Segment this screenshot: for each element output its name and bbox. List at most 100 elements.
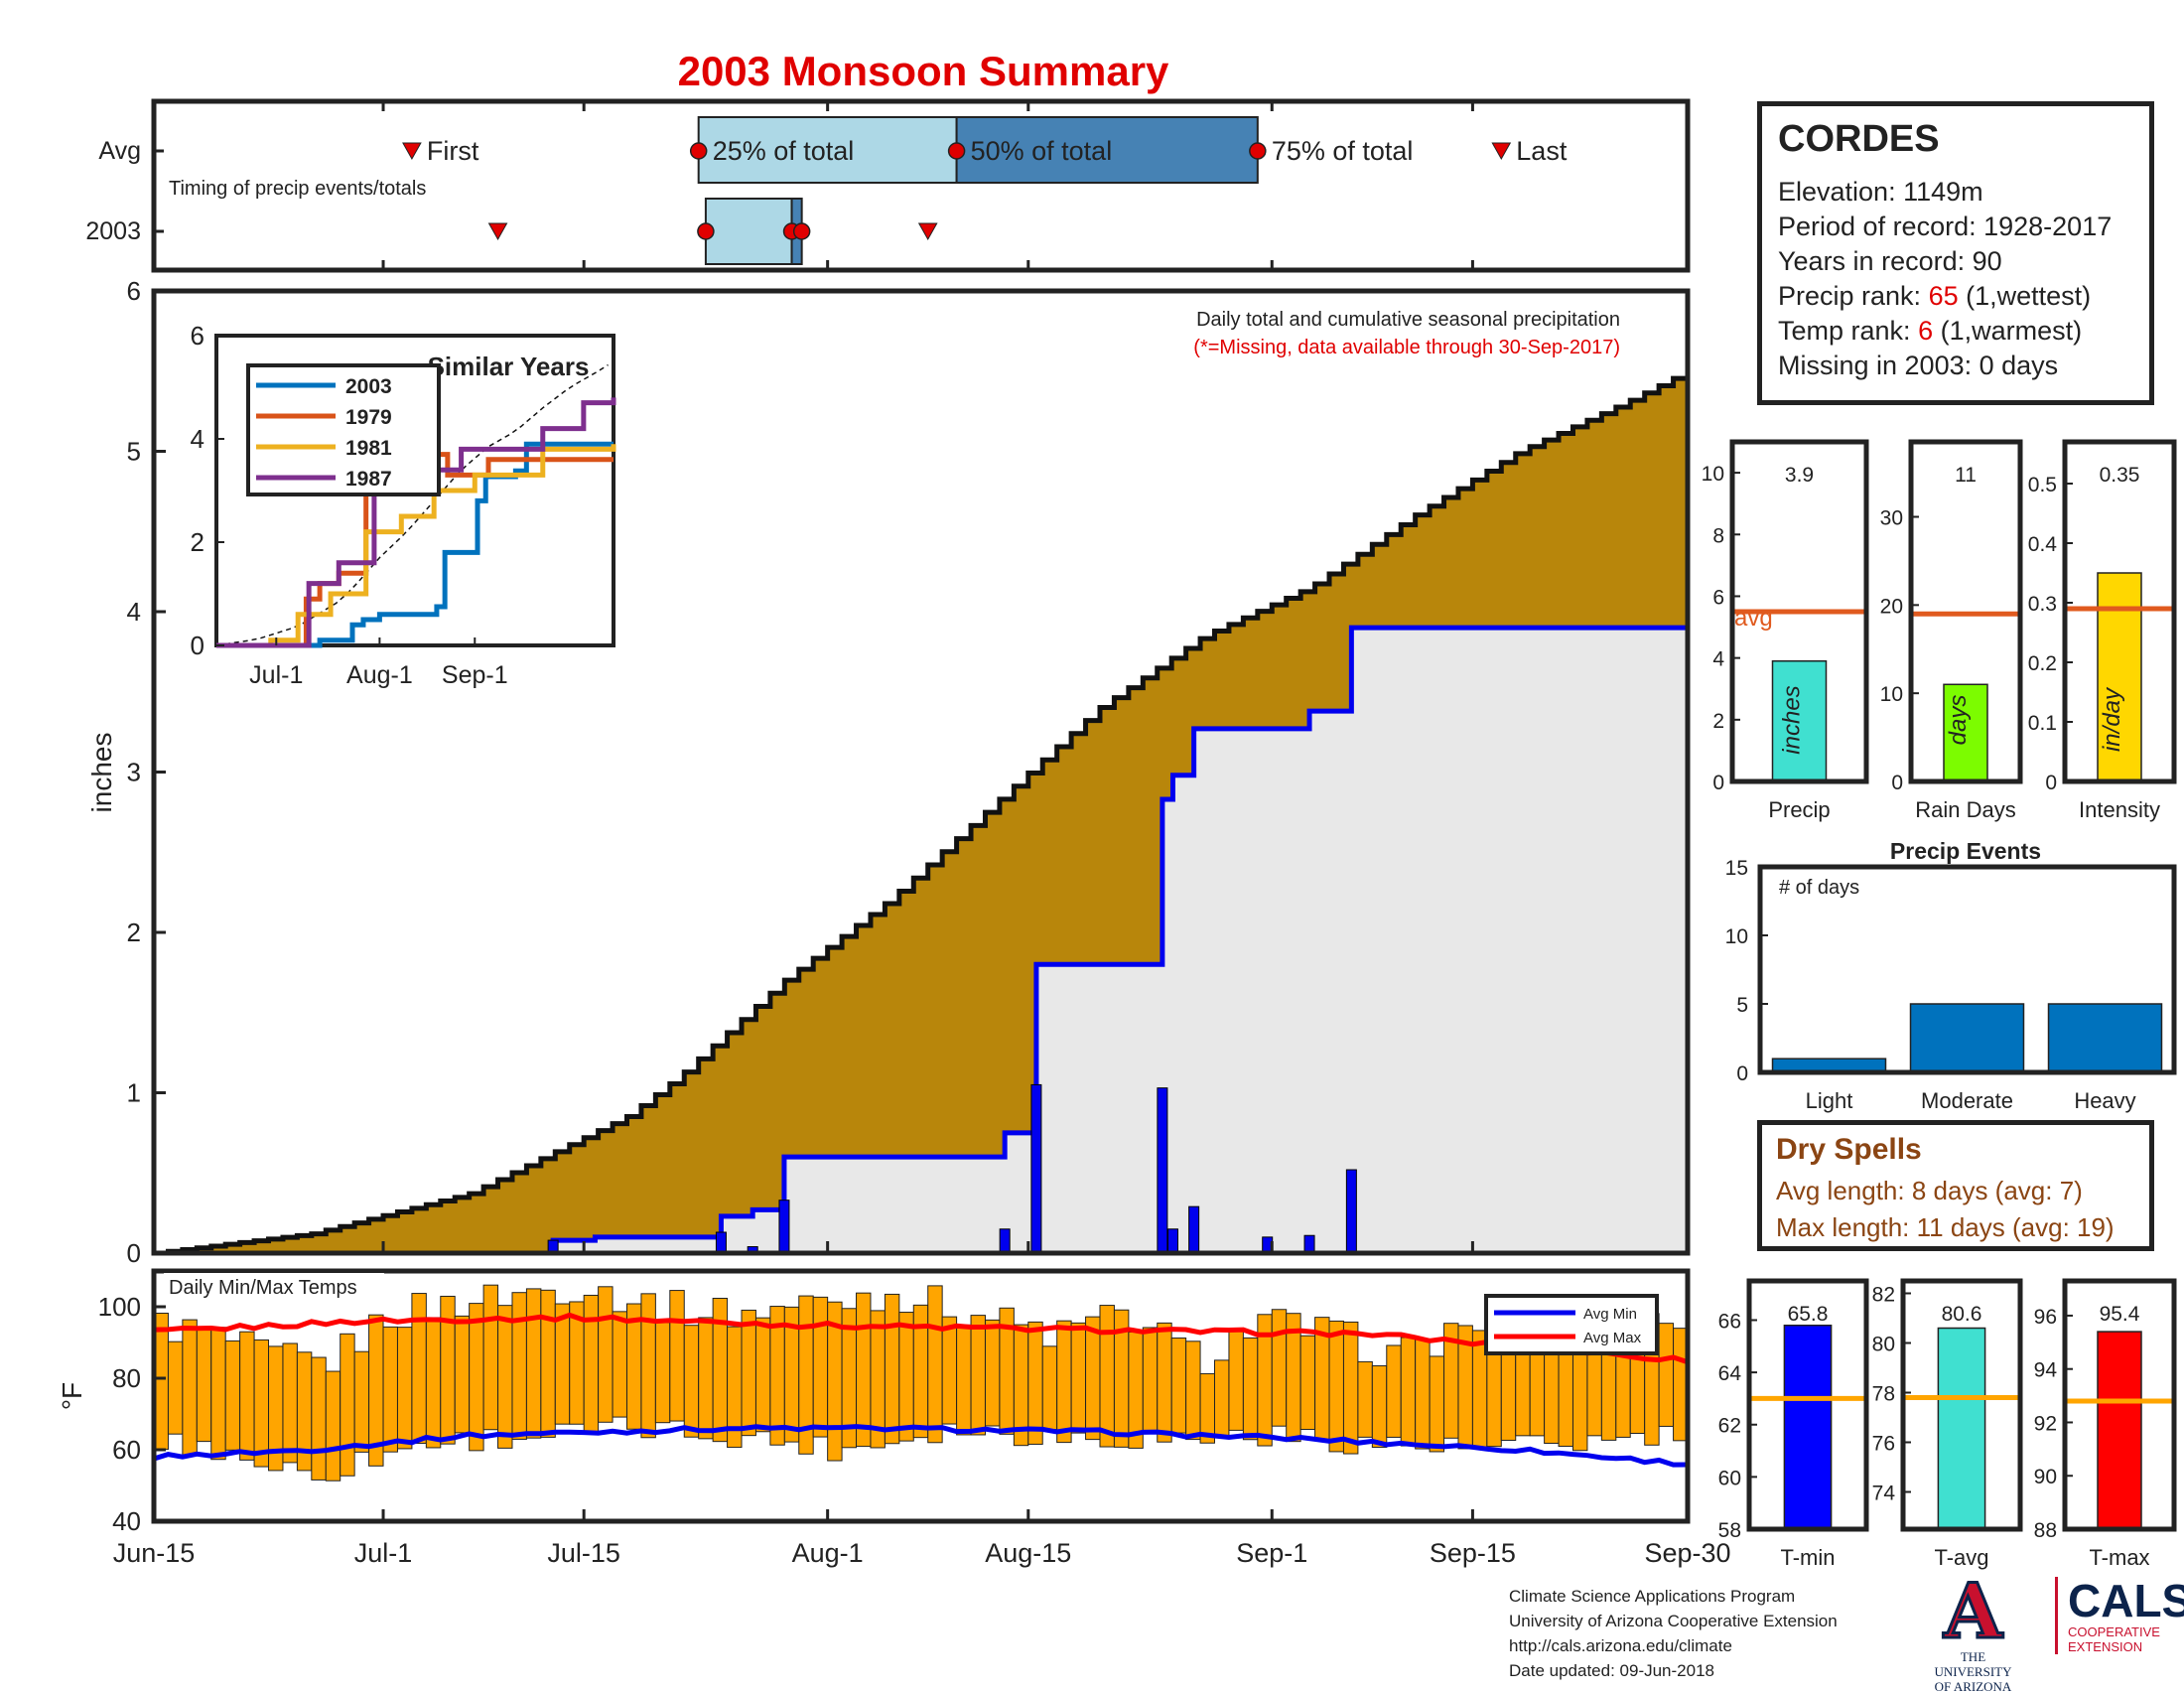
daily-temp-bar [411,1293,427,1445]
inset-y-tick-label: 6 [191,321,205,351]
avg-first-label: First [427,136,479,166]
daily-temp-bar [898,1312,914,1442]
daily-temp-bar [253,1339,270,1468]
temps-y-tick-label: 100 [98,1292,141,1322]
tmax-panel-axis-label: T-max [2089,1545,2149,1570]
daily-temp-bar [1386,1344,1402,1438]
daily-temp-bar [927,1285,943,1444]
daily-precip-bar [999,1228,1011,1254]
temps-legend-frame [1484,1294,1659,1355]
rain-days-panel-y-tick-label: 30 [1880,507,1903,530]
daily-temp-bar [1529,1343,1546,1437]
intensity-panel-y-tick-label: 0.5 [2028,474,2057,496]
tmin-panel-bar [1783,1324,1833,1530]
daily-temp-bar [224,1340,241,1451]
daily-temp-bar [353,1350,370,1453]
daily-temp-bar [640,1293,656,1439]
daily-temp-bar [325,1370,341,1482]
daily-temp-bar [654,1322,671,1424]
precip-rank-note: (1,wettest) [1966,281,2092,311]
daily-temp-bar [1299,1335,1316,1431]
daily-temp-bar [1342,1321,1359,1455]
event-category-label-heavy: Heavy [2074,1088,2135,1113]
daily-temp-bar [1170,1337,1187,1434]
precip-total-panel-y-tick-label: 2 [1712,710,1724,733]
x-tick-label: Jul-1 [354,1538,413,1568]
rain-days-panel-axis-label: Rain Days [1915,797,2015,822]
x-tick-label: Sep-30 [1644,1538,1730,1568]
daily-temp-bar [754,1317,771,1433]
tmax-panel-y-tick-label: 88 [2034,1519,2057,1542]
temps-y-tick-label: 40 [112,1506,141,1536]
daily-temp-bar [182,1319,198,1456]
daily-temp-bar [812,1296,829,1438]
footer-line-2: University of Arizona Cooperative Extens… [1509,1612,1838,1630]
tavg-panel-axis-label: T-avg [1934,1545,1988,1570]
daily-temp-bar [196,1328,212,1443]
tmin-panel-value-label: 65.8 [1788,1303,1829,1326]
timing-row-label-avg: Avg [98,137,141,165]
daily-precip-bar [1303,1234,1315,1254]
rain-days-panel-value-label: 11 [1955,464,1977,487]
footer-credits: Climate Science Applications Program Uni… [1509,1584,1838,1683]
y2003-cumulative-area [154,628,1688,1253]
precip-total-panel-y-tick-label: 4 [1712,648,1724,671]
inset-y-tick-label: 2 [191,527,205,557]
dry-spells-title: Dry Spells [1776,1133,1922,1166]
daily-temp-bar [856,1292,872,1448]
rain-days-panel-y-tick-label: 0 [1891,772,1903,794]
station-period: Period of record: 1928-2017 [1778,212,2113,241]
daily-temp-bar [1185,1341,1201,1441]
daily-temp-bar [210,1327,226,1461]
inset-series-1979 [216,452,614,648]
ua-mark: A [1943,1567,2004,1655]
precip-total-panel-avg-label: avg [1734,605,1773,632]
daily-temp-bar [382,1326,398,1453]
daily-precip-bar [1030,1083,1042,1254]
inset-avg-dashed-line [215,363,609,646]
inset-y-tick-label: 0 [191,631,205,660]
ua-text-2: OF ARIZONA [1934,1679,2012,1694]
dry-spells-max: Max length: 11 days (avg: 19) [1776,1212,2115,1242]
footer-line-1: Climate Science Applications Program [1509,1587,1796,1606]
temp-rank-value: 6 [1918,316,1934,346]
events-y-tick-label: 10 [1725,925,1748,948]
rain-days-panel-y-tick-label: 20 [1880,595,1903,618]
inset-series-1981 [216,444,616,648]
event-bar-moderate [1909,1003,2025,1073]
precip-total-panel-y-tick-label: 6 [1712,586,1724,609]
y2003-25-50-box [704,198,793,265]
daily-temp-bar [956,1324,972,1436]
rain-days-panel-y-tick-label: 10 [1880,683,1903,706]
tmin-panel-axis-label: T-min [1781,1545,1836,1570]
daily-temp-bar [454,1315,471,1434]
daily-temp-bar [1070,1322,1087,1434]
intensity-panel-value-label: 0.35 [2100,464,2140,487]
y2003-last-marker [917,222,938,241]
y2003-cumulative-line [154,625,1688,1256]
temps-y-axis-label: °F [57,1382,87,1410]
avg-75-label: 75% of total [1272,136,1414,166]
timing-row-label-2003: 2003 [85,217,141,245]
daily-precip-bar [778,1200,790,1254]
cals-mark: CALS [2068,1575,2184,1626]
daily-temp-bar [941,1316,958,1425]
x-tick-label: Aug-15 [985,1538,1071,1568]
daily-temp-bar [1357,1360,1373,1438]
precip-y-tick-label: 2 [127,918,141,947]
precip-total-panel-unit-label: inches [1779,685,1806,754]
events-frame [1757,864,2177,1075]
precip-rank-value: 65 [1928,281,1959,311]
daily-temp-bar [525,1288,542,1439]
intensity-panel-unit-label: in/day [2099,686,2125,752]
daily-precip-bar [1157,1087,1168,1254]
daily-temp-bar [1085,1316,1101,1441]
precip-y-tick-label: 0 [127,1238,141,1268]
ua-text-1: THE UNIVERSITY [1934,1649,2012,1679]
precip-y-tick-label: 6 [127,276,141,306]
station-info-box: CORDES Elevation: 1149m Period of record… [1757,101,2154,405]
events-y-tick-label: 15 [1725,857,1748,880]
tmax-panel-frame [2062,1278,2177,1532]
avg-last-label: Last [1516,136,1568,166]
temps-y-tick-label: 80 [112,1363,141,1393]
